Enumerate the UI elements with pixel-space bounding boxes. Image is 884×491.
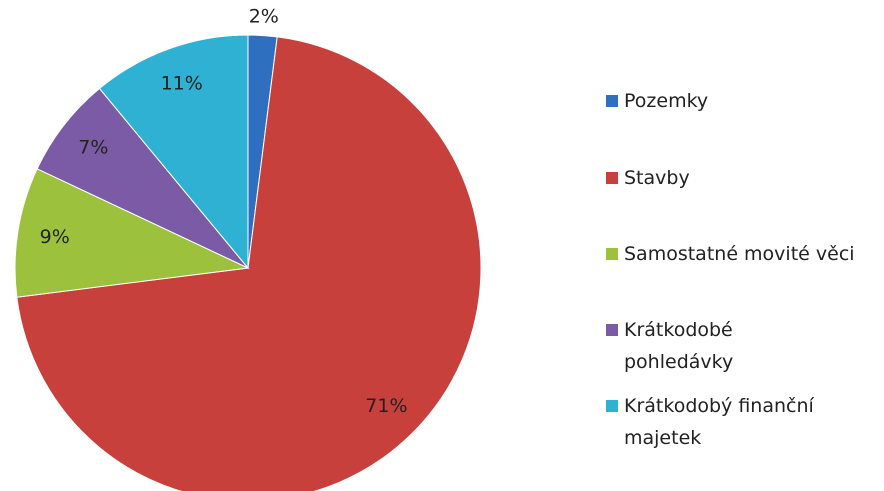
- pie-slice: [14, 168, 250, 298]
- legend-swatch: [606, 248, 618, 260]
- legend-swatch: [606, 95, 618, 107]
- legend-item: Stavby: [606, 162, 690, 194]
- legend-item: Krátkodobý finanční majetek: [606, 390, 884, 454]
- pie-slice: [98, 34, 249, 270]
- legend-label: Pozemky: [624, 90, 709, 112]
- legend-label: Samostatné movité věci: [624, 243, 855, 265]
- legend-item: Pozemky: [606, 85, 708, 117]
- legend-label: Krátkodobé pohledávky: [624, 319, 734, 373]
- pie-slice: [16, 36, 482, 491]
- data-label: 7%: [78, 137, 108, 159]
- data-label: 9%: [40, 226, 70, 248]
- legend-label: Krátkodobý finanční majetek: [624, 395, 814, 449]
- data-label: 11%: [161, 72, 203, 94]
- legend-item: Samostatné movité věci: [606, 238, 855, 270]
- data-label: 71%: [365, 395, 407, 417]
- data-label: 2%: [249, 5, 279, 27]
- legend-swatch: [606, 172, 618, 184]
- legend-item: Krátkodobé pohledávky: [606, 314, 844, 378]
- legend-swatch: [606, 324, 618, 336]
- pie-slice: [36, 87, 249, 269]
- legend-swatch: [606, 400, 618, 412]
- legend-label: Stavby: [624, 167, 690, 189]
